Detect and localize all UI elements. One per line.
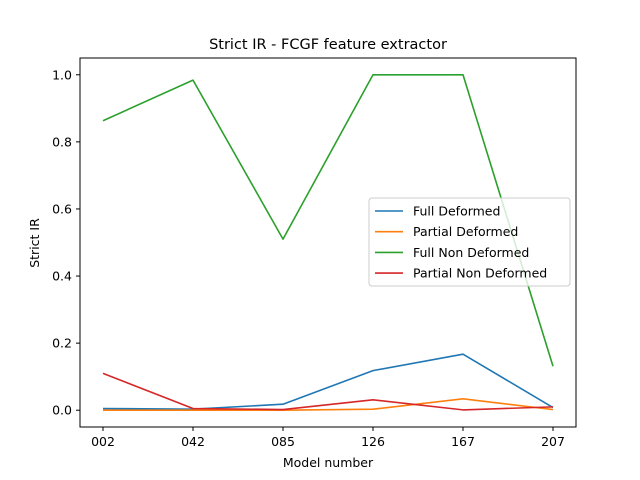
series-line-full-deformed — [102, 353, 554, 411]
y-tick-label: 0.0 — [52, 403, 72, 418]
x-tick-label: 167 — [451, 434, 475, 449]
y-tick-label: 0.2 — [52, 336, 72, 351]
x-tick-label: 207 — [541, 434, 565, 449]
y-axis-label: Strict IR — [27, 218, 42, 268]
series-line-partial-non-deformed — [102, 372, 554, 411]
series-lines — [102, 73, 554, 412]
series-line-partial-deformed — [103, 398, 554, 412]
legend: Full Deformed Partial Deformed Full Non De… — [368, 197, 571, 287]
legend-label: Full Deformed — [413, 204, 500, 219]
plot-frame — [79, 57, 577, 428]
y-tick-label: 0.4 — [52, 269, 72, 284]
x-tick-label: 002 — [91, 434, 115, 449]
chart-title: Strict IR - FCGF feature extractor — [209, 37, 447, 53]
x-axis-ticks: 002 042 085 126 167 207 — [91, 427, 565, 449]
legend-label: Partial Non Deformed — [413, 266, 547, 281]
y-axis-ticks: 0.0 0.2 0.4 0.6 0.8 1.0 — [52, 67, 80, 418]
x-axis-label: Model number — [283, 455, 374, 470]
legend-label: Partial Deformed — [413, 224, 518, 239]
legend-label: Full Non Deformed — [413, 245, 529, 260]
y-tick-label: 0.6 — [52, 201, 72, 216]
y-tick-label: 0.8 — [52, 134, 72, 149]
x-tick-label: 085 — [271, 434, 295, 449]
legend-box — [368, 197, 571, 287]
x-tick-label: 126 — [361, 434, 385, 449]
series-line-full-non-deformed — [102, 73, 554, 367]
y-tick-label: 1.0 — [52, 67, 72, 82]
x-tick-label: 042 — [181, 434, 205, 449]
